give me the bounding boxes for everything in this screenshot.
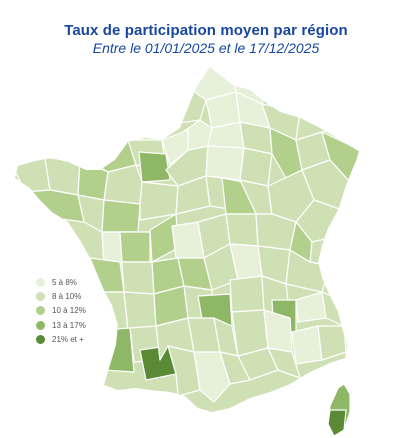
department[interactable]: [139, 181, 179, 221]
legend-swatch: [36, 320, 45, 330]
legend-swatch: [36, 306, 45, 316]
department[interactable]: [138, 151, 171, 183]
department[interactable]: [121, 261, 155, 295]
department[interactable]: [225, 213, 259, 247]
department[interactable]: [255, 213, 297, 251]
department[interactable]: [119, 231, 151, 263]
legend-item: 5 à 8%: [36, 275, 86, 289]
legend-item: 8 à 10%: [36, 289, 86, 303]
department[interactable]: [103, 327, 135, 373]
mainland-departments: [15, 67, 360, 412]
legend-swatch: [36, 277, 45, 287]
department[interactable]: [164, 89, 207, 125]
department[interactable]: [291, 325, 323, 365]
corsica[interactable]: [327, 383, 351, 437]
department[interactable]: [123, 291, 157, 331]
department[interactable]: [205, 145, 245, 181]
department[interactable]: [24, 189, 85, 223]
department[interactable]: [89, 257, 125, 293]
legend-item: 13 à 17%: [36, 318, 86, 332]
department[interactable]: [229, 275, 265, 313]
legend-label: 10 à 12%: [52, 306, 86, 316]
department[interactable]: [77, 159, 109, 201]
legend-label: 8 à 10%: [52, 291, 82, 301]
department[interactable]: [239, 147, 273, 187]
legend-swatch: [36, 291, 45, 301]
department[interactable]: [267, 347, 301, 379]
department[interactable]: [101, 199, 141, 233]
map-legend: 5 à 8% 8 à 10% 10 à 12% 13 à 17% 21% et …: [36, 275, 86, 346]
legend-item: 21% et +: [36, 332, 86, 346]
legend-label: 5 à 8%: [52, 277, 77, 287]
map-subtitle: Entre le 01/01/2025 et le 17/12/2025: [92, 40, 320, 56]
legend-item: 10 à 12%: [36, 304, 86, 318]
legend-label: 21% et +: [52, 334, 84, 344]
legend-label: 13 à 17%: [52, 320, 86, 330]
legend-swatch: [36, 334, 45, 344]
map-title: Taux de participation moyen par région: [64, 22, 348, 39]
